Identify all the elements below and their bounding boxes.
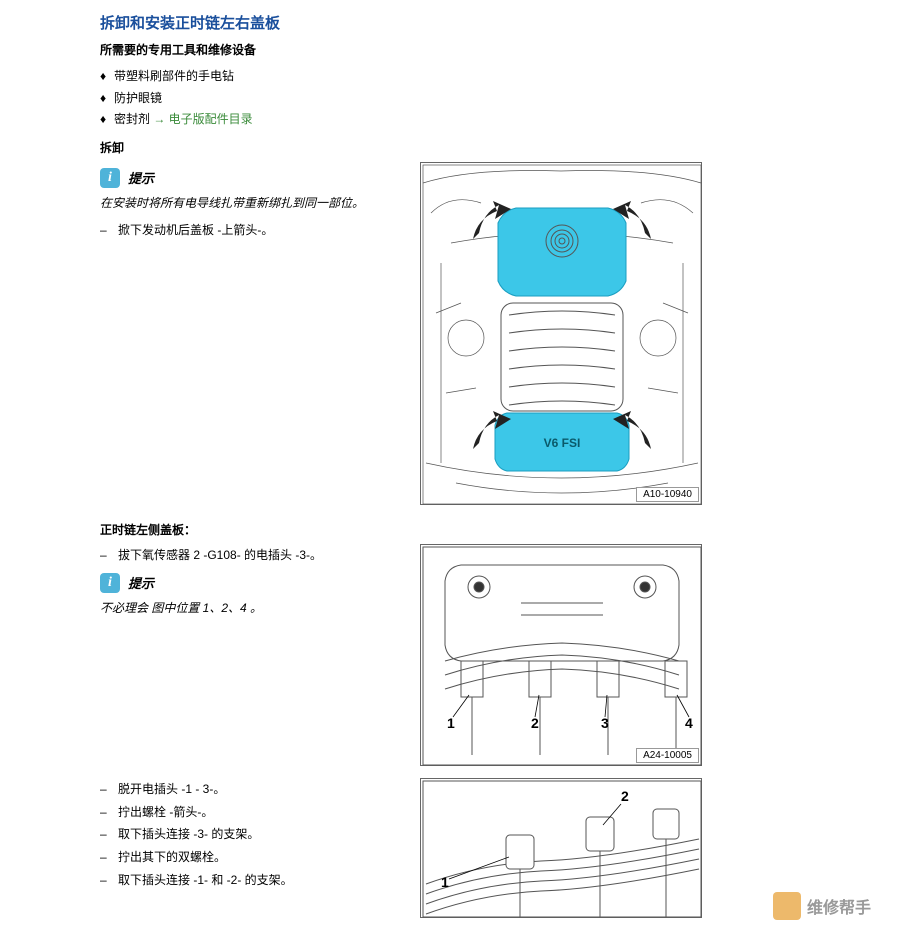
figure-id: A10-10940 <box>636 487 699 502</box>
step-item: 脱开电插头 -1 - 3-。 <box>100 778 390 801</box>
figure-2: 1 2 3 4 A24-10005 <box>420 544 702 766</box>
note-text: 在安装时将所有电导线扎带重新绑扎到同一部位。 <box>100 194 390 211</box>
callout-2: 2 <box>621 788 629 804</box>
page-title: 拆卸和安装正时链左右盖板 <box>100 12 831 33</box>
info-icon: i <box>100 573 120 593</box>
callout-2: 2 <box>531 715 539 731</box>
wrench-icon <box>773 892 801 920</box>
parts-catalog-link[interactable]: → 电子版配件目录 <box>150 112 253 126</box>
list-item: 密封剂 → 电子版配件目录 <box>100 109 831 131</box>
figure-id: A24-10005 <box>636 748 699 763</box>
step-item: 掀下发动机后盖板 -上箭头-。 <box>100 219 390 242</box>
left-cover-heading: 正时链左侧盖板： <box>100 521 831 538</box>
note-text: 不必理会 图中位置 1、2、4 。 <box>100 599 390 616</box>
figure-3: 1 2 <box>420 778 702 918</box>
hint-label: 提示 <box>128 573 154 592</box>
watermark-text: 维修帮手 <box>807 894 871 918</box>
tools-heading: 所需要的专用工具和维修设备 <box>100 41 831 58</box>
figure-1: V6 FSI A10-10940 <box>420 162 702 505</box>
watermark: 维修帮手 <box>773 892 871 920</box>
step-item: 拧出其下的双螺栓。 <box>100 846 390 869</box>
step-item: 拔下氧传感器 2 -G108- 的电插头 -3-。 <box>100 544 390 567</box>
step-item: 取下插头连接 -1- 和 -2- 的支架。 <box>100 869 390 892</box>
svg-text:V6 FSI: V6 FSI <box>544 436 581 450</box>
tools-list: 带塑料刷部件的手电钻 防护眼镜 密封剂 → 电子版配件目录 <box>100 66 831 131</box>
info-icon: i <box>100 168 120 188</box>
callout-4: 4 <box>685 715 693 731</box>
step-item: 拧出螺栓 -箭头-。 <box>100 801 390 824</box>
callout-1: 1 <box>441 874 449 890</box>
callout-3: 3 <box>601 715 609 731</box>
list-item: 防护眼镜 <box>100 88 831 110</box>
hint-label: 提示 <box>128 168 154 187</box>
callout-1: 1 <box>447 715 455 731</box>
list-item: 带塑料刷部件的手电钻 <box>100 66 831 88</box>
removal-heading: 拆卸 <box>100 139 831 156</box>
step-item: 取下插头连接 -3- 的支架。 <box>100 823 390 846</box>
